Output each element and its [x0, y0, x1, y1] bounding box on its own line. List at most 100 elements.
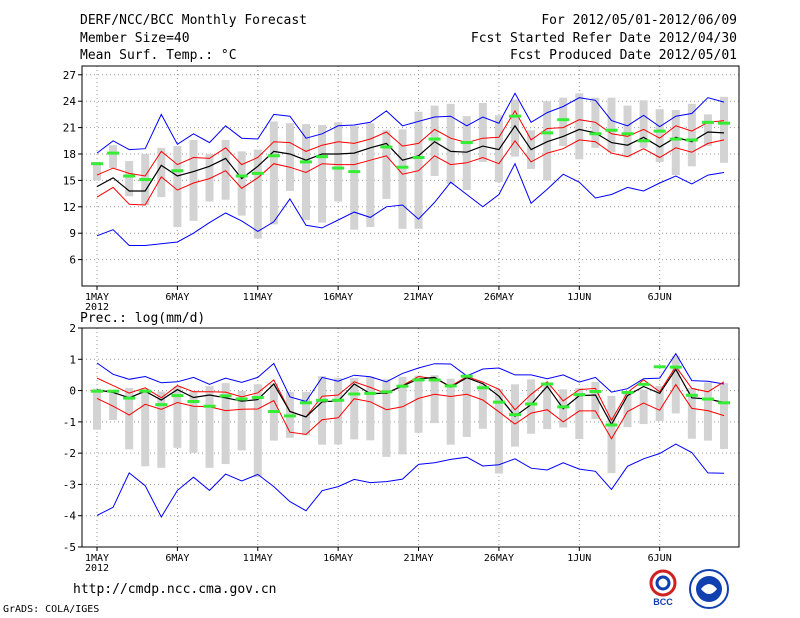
- spread-bar: [575, 388, 584, 440]
- spread-bar: [494, 389, 503, 474]
- forecast-start-date: Fcst Started Refer Date 2012/04/30: [470, 31, 737, 46]
- y-tick-label: 0: [69, 385, 76, 398]
- spread-bar: [221, 383, 230, 465]
- spread-bar: [462, 116, 471, 191]
- spread-bar: [655, 109, 664, 162]
- spread-bar: [366, 123, 375, 228]
- spread-bar: [623, 105, 632, 158]
- spread-bar: [302, 391, 310, 436]
- series-line-mean: [96, 368, 725, 426]
- spread-bar: [639, 100, 648, 148]
- spread-bar: [109, 391, 118, 420]
- spread-bar: [141, 388, 150, 467]
- y-tick-label: 6: [69, 254, 76, 267]
- spread-bar: [173, 386, 182, 448]
- spread-bar: [398, 376, 407, 455]
- spread-bar: [671, 110, 680, 176]
- spread-bar: [237, 151, 246, 216]
- x-tick-label: 1MAY: [85, 553, 109, 564]
- y-tick-label: 2: [69, 322, 76, 335]
- spread-bar: [269, 121, 278, 225]
- spread-bar: [253, 149, 262, 239]
- spread-bar: [253, 384, 262, 478]
- series-line-upper: [96, 365, 725, 422]
- spread-bar: [623, 393, 632, 428]
- spread-bar: [205, 386, 214, 468]
- series-line-upper: [96, 109, 725, 177]
- x-tick-label: 26MAY: [484, 553, 514, 564]
- y-tick-label: -4: [63, 510, 77, 523]
- grads-credit: GrADS: COLA/IGES: [3, 604, 100, 615]
- spread-bar: [607, 97, 616, 153]
- series-line-min: [96, 443, 725, 519]
- forecast-period: For 2012/05/01-2012/06/09: [541, 13, 737, 28]
- y-tick-label: 24: [63, 95, 77, 108]
- y-tick-label: -2: [63, 447, 76, 460]
- spread-bar: [334, 122, 343, 202]
- y-tick-label: 1: [69, 353, 76, 366]
- spread-bar: [318, 124, 327, 223]
- spread-bar: [350, 378, 359, 440]
- y-tick-label: 27: [63, 69, 76, 82]
- spread-bar: [543, 382, 552, 430]
- x-tick-label: 21MAY: [403, 553, 433, 564]
- x-tick-label: 1MAY: [85, 292, 109, 303]
- spread-bar: [189, 390, 198, 453]
- spread-bar: [720, 383, 728, 450]
- spread-bar: [366, 376, 375, 441]
- y-tick-label: 18: [63, 148, 76, 161]
- y-tick-label: 9: [69, 227, 76, 240]
- x-tick-label: 6JUN: [648, 553, 672, 564]
- spread-bar: [398, 129, 407, 229]
- spread-bar: [703, 382, 712, 441]
- x-year-label: 2012: [85, 302, 109, 313]
- spread-bar: [285, 123, 294, 191]
- spread-bar: [93, 161, 101, 181]
- spread-bar: [639, 389, 648, 425]
- y-tick-label: -5: [63, 541, 76, 554]
- member-size-label: Member Size=40: [80, 31, 190, 46]
- panel-title: Prec.: log(mm/d): [80, 311, 205, 326]
- source-url[interactable]: http://cmdp.ncc.cma.gov.cn: [73, 582, 277, 597]
- spread-bar: [687, 388, 696, 439]
- spread-bar: [382, 130, 391, 199]
- x-tick-label: 26MAY: [484, 292, 514, 303]
- spread-bar: [575, 93, 584, 160]
- spread-bar: [478, 384, 487, 429]
- spread-bar: [173, 146, 182, 228]
- spread-bar: [543, 101, 552, 181]
- series-line-lower: [96, 383, 725, 440]
- spread-bar: [93, 388, 101, 430]
- spread-bar: [221, 139, 230, 200]
- x-tick-label: 6MAY: [165, 292, 189, 303]
- series-line-mean: [96, 124, 725, 192]
- spread-bar: [157, 147, 166, 198]
- x-tick-label: 16MAY: [323, 553, 353, 564]
- spread-bar: [446, 103, 455, 184]
- series-line-max: [96, 92, 725, 154]
- spread-bar: [109, 145, 118, 169]
- bcc-logo: BCC: [649, 569, 677, 607]
- series-line-lower: [96, 139, 725, 206]
- variable-label: Mean Surf. Temp.: °C: [80, 48, 237, 63]
- x-tick-label: 1JUN: [567, 553, 591, 564]
- forecast-produced-date: Fcst Produced Date 2012/05/01: [510, 48, 737, 63]
- spread-bar: [350, 125, 359, 230]
- spread-bar: [430, 375, 439, 424]
- x-tick-label: 6MAY: [165, 553, 189, 564]
- y-tick-label: -1: [63, 416, 76, 429]
- spread-bar: [189, 139, 198, 221]
- spread-bar: [527, 379, 536, 434]
- x-tick-label: 11MAY: [243, 292, 273, 303]
- spread-bar: [237, 390, 246, 451]
- x-tick-label: 1JUN: [567, 292, 591, 303]
- bcc-logo-text: BCC: [653, 597, 673, 607]
- spread-bar: [462, 378, 471, 437]
- series-line-min: [96, 162, 725, 246]
- spread-bar: [559, 97, 568, 147]
- ncc-logo: [689, 569, 729, 609]
- y-tick-label: 21: [63, 122, 76, 135]
- spread-bar: [125, 388, 134, 450]
- y-tick-label: 12: [63, 201, 76, 214]
